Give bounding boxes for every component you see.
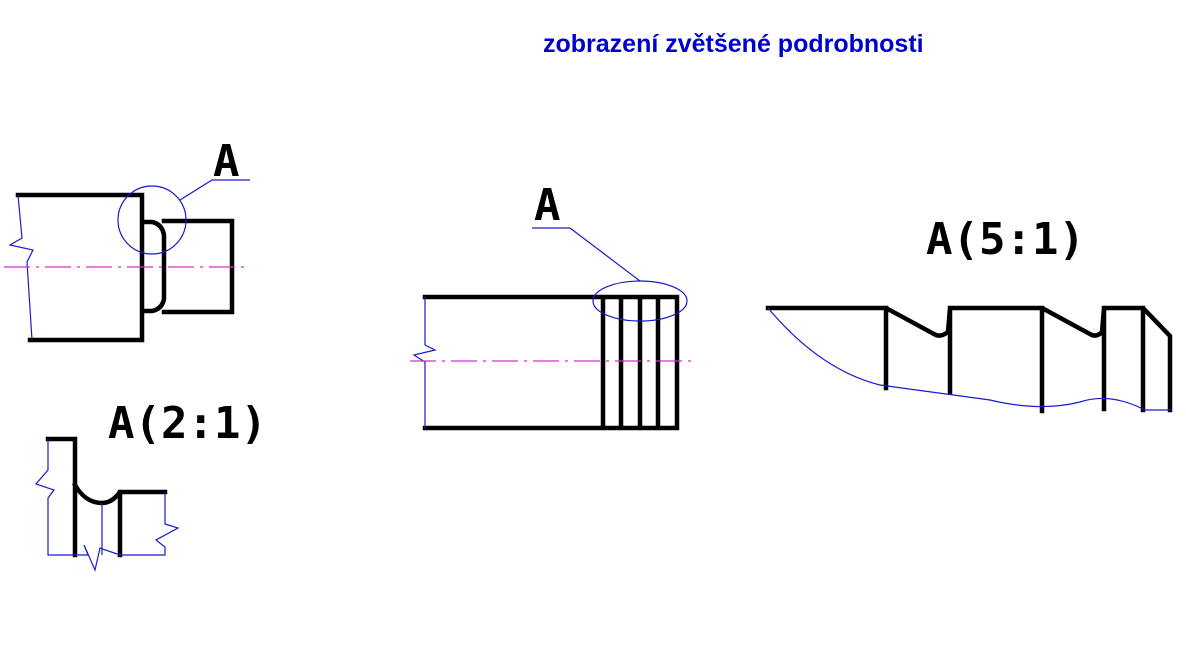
detail-leader — [532, 227, 641, 282]
enlarged-thread-outline — [765, 305, 1173, 414]
detail-leader — [179, 179, 250, 201]
enlarged-break-curve — [767, 307, 1172, 411]
detail-label: A — [534, 180, 561, 231]
break-line — [412, 297, 437, 428]
enlarged-break-lines — [34, 439, 180, 572]
enlarged-view-label: A(2:1) — [108, 398, 267, 449]
figure-2-shaft: A — [410, 180, 692, 431]
detail-label: A — [213, 136, 240, 187]
page-title: zobrazení zvětšené podrobnosti — [543, 30, 924, 58]
figure-1-shaft: A — [4, 136, 250, 343]
threaded-shaft-outline — [422, 294, 680, 431]
figure-1-enlarged: A(2:1) — [34, 398, 267, 572]
enlarged-view-label: A(5:1) — [926, 214, 1085, 265]
break-line — [8, 194, 34, 341]
detail-circle — [117, 185, 187, 255]
enlarged-outline — [45, 436, 168, 558]
figure-2-enlarged: A(5:1) — [765, 214, 1173, 414]
